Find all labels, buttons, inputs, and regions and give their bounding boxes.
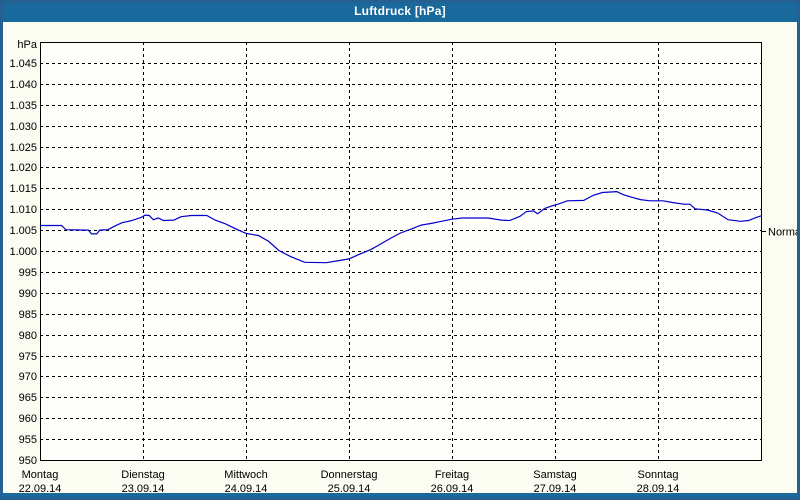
y-tick-label: 1.025 (9, 142, 37, 154)
y-axis-unit-label: hPa (17, 39, 37, 51)
y-tick-label: 970 (19, 371, 37, 383)
day-label: Montag (22, 469, 59, 481)
date-label: 23.09.14 (122, 483, 165, 495)
y-tick-label: 1.035 (9, 100, 37, 112)
y-tick-label: 995 (19, 267, 37, 279)
day-label: Freitag (435, 469, 469, 481)
y-tick-label: 980 (19, 330, 37, 342)
y-tick-label: 1.030 (9, 121, 37, 133)
pressure-line (40, 190, 762, 264)
date-label: 25.09.14 (328, 483, 371, 495)
y-tick-label: 950 (19, 455, 37, 467)
plot-border (40, 42, 762, 461)
y-tick-label: 1.045 (9, 58, 37, 70)
day-label: Mittwoch (224, 469, 267, 481)
y-tick-label: 990 (19, 288, 37, 300)
normal-label: Normal (768, 227, 800, 239)
day-label: Sonntag (638, 469, 679, 481)
day-label: Donnerstag (321, 469, 378, 481)
date-label: 28.09.14 (637, 483, 680, 495)
date-label: 24.09.14 (225, 483, 268, 495)
y-tick-label: 975 (19, 351, 37, 363)
y-tick-label: 1.005 (9, 225, 37, 237)
window-titlebar[interactable]: Luftdruck [hPa] (0, 0, 800, 22)
y-tick-label: 955 (19, 434, 37, 446)
y-tick-label: 1.015 (9, 183, 37, 195)
y-tick-label: 960 (19, 413, 37, 425)
window-title: Luftdruck [hPa] (354, 4, 446, 18)
y-tick-label: 1.010 (9, 204, 37, 216)
axis-labels: 1.045 1.040 1.035 1.030 1.025 1.020 1.015 1.010… (9, 39, 800, 495)
y-tick-label: 985 (19, 309, 37, 321)
y-tick-label: 1.000 (9, 246, 37, 258)
date-label: 22.09.14 (19, 483, 62, 495)
grid-lines (40, 42, 761, 460)
day-label: Dienstag (121, 469, 164, 481)
y-tick-label: 965 (19, 392, 37, 404)
date-label: 26.09.14 (431, 483, 474, 495)
y-tick-label: 1.020 (9, 162, 37, 174)
window-bottombar (0, 493, 800, 500)
day-label: Samstag (533, 469, 576, 481)
date-label: 27.09.14 (534, 483, 577, 495)
y-tick-label: 1.040 (9, 79, 37, 91)
